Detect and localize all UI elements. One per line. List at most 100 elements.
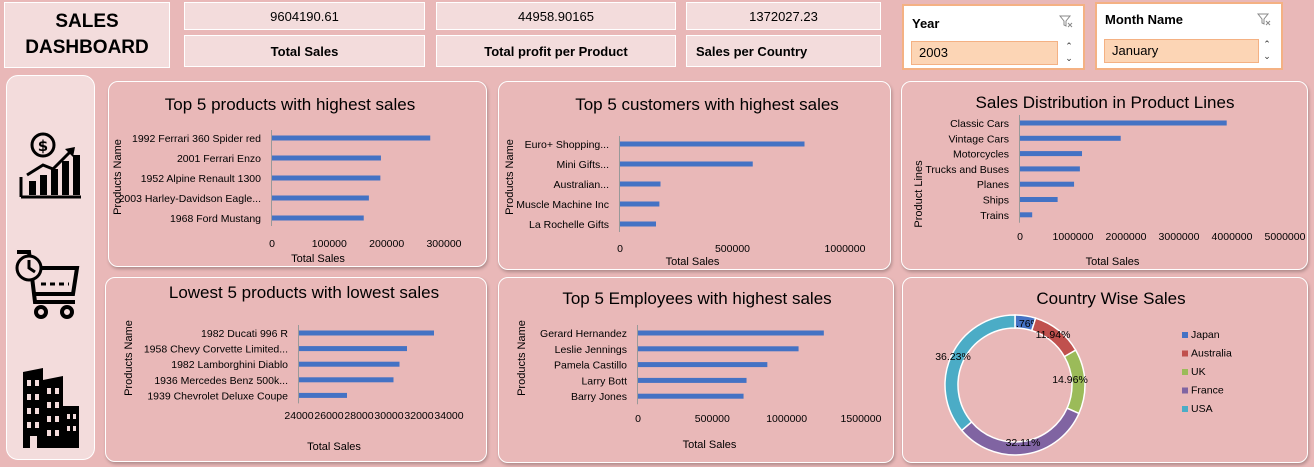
country-sales-legend-label: USA [1191,403,1213,415]
dashboard-title: SALES DASHBOARD [4,2,170,68]
country-sales-legend-label: UK [1191,366,1206,378]
top-products-bar [272,195,369,201]
top-products-category-label: 1952 Alpine Renault 1300 [141,173,261,185]
country-sales-legend-swatch [1182,369,1188,375]
lowest-products-category-label: 1939 Chevrolet Deluxe Coupe [147,390,288,402]
chevron-down-icon[interactable]: ⌄ [1065,53,1073,63]
lowest-products-x-tick-label: 26000 [314,410,343,422]
kpi-total-sales-value: 9604190.61 [184,2,425,30]
chart-card-top-employees: Top 5 Employees with highest sales Produc… [498,277,894,463]
country-sales-legend-swatch [1182,332,1188,338]
country-sales-legend-label: France [1191,385,1224,397]
dashboard-title-line2: DASHBOARD [25,37,149,58]
clear-filter-icon[interactable] [1257,12,1271,26]
chevron-up-icon[interactable]: ⌃ [1263,39,1271,49]
chevron-down-icon[interactable]: ⌄ [1263,51,1271,61]
top-products-y-axis-label: Products Name [112,139,124,215]
top-products-title: Top 5 products with highest sales [165,95,415,114]
kpi-country-label: Sales per Country [686,35,881,67]
sales-growth-icon[interactable]: $ [19,131,83,201]
sidebar: $ [6,75,95,460]
lowest-products-bar [299,330,434,336]
top-customers-bar [620,221,656,227]
top-customers-x-tick-label: 0 [617,243,623,255]
lowest-products-title: Lowest 5 products with lowest sales [169,283,439,302]
lowest-products-x-tick-label: 32000 [404,410,433,422]
product-lines-category-label: Ships [983,195,1009,207]
product-lines-bar [1020,166,1080,172]
product-lines-x-tick-label: 3000000 [1159,231,1200,243]
product-lines-x-axis-label: Total Sales [1086,256,1140,268]
top-employees-x-axis-label: Total Sales [683,439,737,451]
product-lines-category-label: Classic Cars [950,118,1009,130]
product-lines-bar [1020,212,1033,218]
country-sales-legend-swatch [1182,387,1188,394]
top-customers-category-label: Australian... [554,179,609,191]
country-sales-data-label: 11.94% [1036,329,1071,341]
top-products-x-tick-label: 0 [269,238,275,250]
chart-card-top-products: Top 5 products with highest sales Product… [108,81,487,267]
top-employees-category-label: Pamela Castillo [554,360,627,372]
month-slicer-selected[interactable]: January [1104,39,1259,63]
month-slicer[interactable]: Month Name January ⌃ ⌄ [1095,2,1283,70]
product-lines-bar [1020,197,1058,202]
product-lines-title: Sales Distribution in Product Lines [976,93,1235,112]
year-slicer-selected[interactable]: 2003 [911,41,1058,65]
product-lines-category-label: Trains [980,210,1009,222]
top-products-category-label: 1968 Ford Mustang [170,213,261,225]
kpi-country-value: 1372027.23 [686,2,881,30]
lowest-products-category-label: 1936 Mercedes Benz 500k... [154,375,288,387]
bar-chart-lowest-products: Lowest 5 products with lowest sales Produ… [123,283,464,453]
dashboard-title-line1: SALES [55,11,119,32]
lowest-products-category-label: 1982 Lamborghini Diablo [171,359,288,371]
lowest-products-y-axis-label: Products Name [123,320,135,396]
kpi-total-sales-label: Total Sales [184,35,425,67]
bar-chart-top-products: Top 5 products with highest sales Product… [112,95,462,265]
chevron-up-icon[interactable]: ⌃ [1065,41,1073,51]
doughnut-chart-country-sales: Country Wise Sales4.76%11.94%14.96%32.11… [935,289,1232,456]
lowest-products-bar [299,392,347,398]
top-employees-x-tick-label: 1500000 [841,413,882,425]
top-customers-category-label: Muscle Machine Inc [516,199,609,211]
top-customers-x-axis-label: Total Sales [666,256,720,268]
kpi-profit-value: 44958.90165 [436,2,676,30]
top-customers-bar [620,161,753,167]
top-customers-category-label: Mini Gifts... [556,159,609,171]
top-employees-x-tick-label: 500000 [695,413,730,425]
top-customers-title: Top 5 customers with highest sales [575,95,839,114]
svg-text:$: $ [38,137,48,155]
top-employees-category-label: Leslie Jennings [555,344,627,356]
top-employees-bar [638,362,768,368]
top-customers-category-label: La Rochelle Gifts [529,219,609,231]
lowest-products-x-tick-label: 28000 [344,410,373,422]
bar-chart-top-employees: Top 5 Employees with highest sales Produc… [516,289,882,451]
top-customers-x-tick-label: 500000 [715,243,750,255]
top-products-bar [272,135,431,141]
month-slicer-scroll[interactable]: ⌃ ⌄ [1261,38,1273,64]
country-sales-legend-label: Japan [1191,329,1220,341]
top-employees-bar [638,377,747,383]
top-customers-y-axis-label: Products Name [504,139,516,215]
lowest-products-x-tick-label: 34000 [434,410,463,422]
top-products-category-label: 2003 Harley-Davidson Eagle... [119,193,261,205]
country-sales-slice [944,314,1016,432]
kpi-profit-label: Total profit per Product [436,35,676,67]
product-lines-bar [1020,151,1083,157]
lowest-products-bar [299,361,400,367]
top-employees-bar [638,393,744,399]
month-slicer-header: Month Name [1105,12,1183,27]
clear-filter-icon[interactable] [1059,14,1073,28]
top-customers-bar [620,181,661,187]
top-customers-x-tick-label: 1000000 [825,243,866,255]
year-slicer-header: Year [912,16,940,31]
product-lines-x-tick-label: 0 [1017,231,1023,243]
office-buildings-icon[interactable] [17,366,83,450]
top-employees-title: Top 5 Employees with highest sales [562,289,831,308]
shopping-cart-icon[interactable] [13,246,83,322]
top-customers-category-label: Euro+ Shopping... [525,139,609,151]
top-products-x-tick-label: 300000 [426,238,461,250]
product-lines-category-label: Planes [977,179,1009,191]
year-slicer[interactable]: Year 2003 ⌃ ⌄ [902,4,1085,70]
top-employees-x-tick-label: 1000000 [766,413,807,425]
year-slicer-scroll[interactable]: ⌃ ⌄ [1063,40,1075,66]
